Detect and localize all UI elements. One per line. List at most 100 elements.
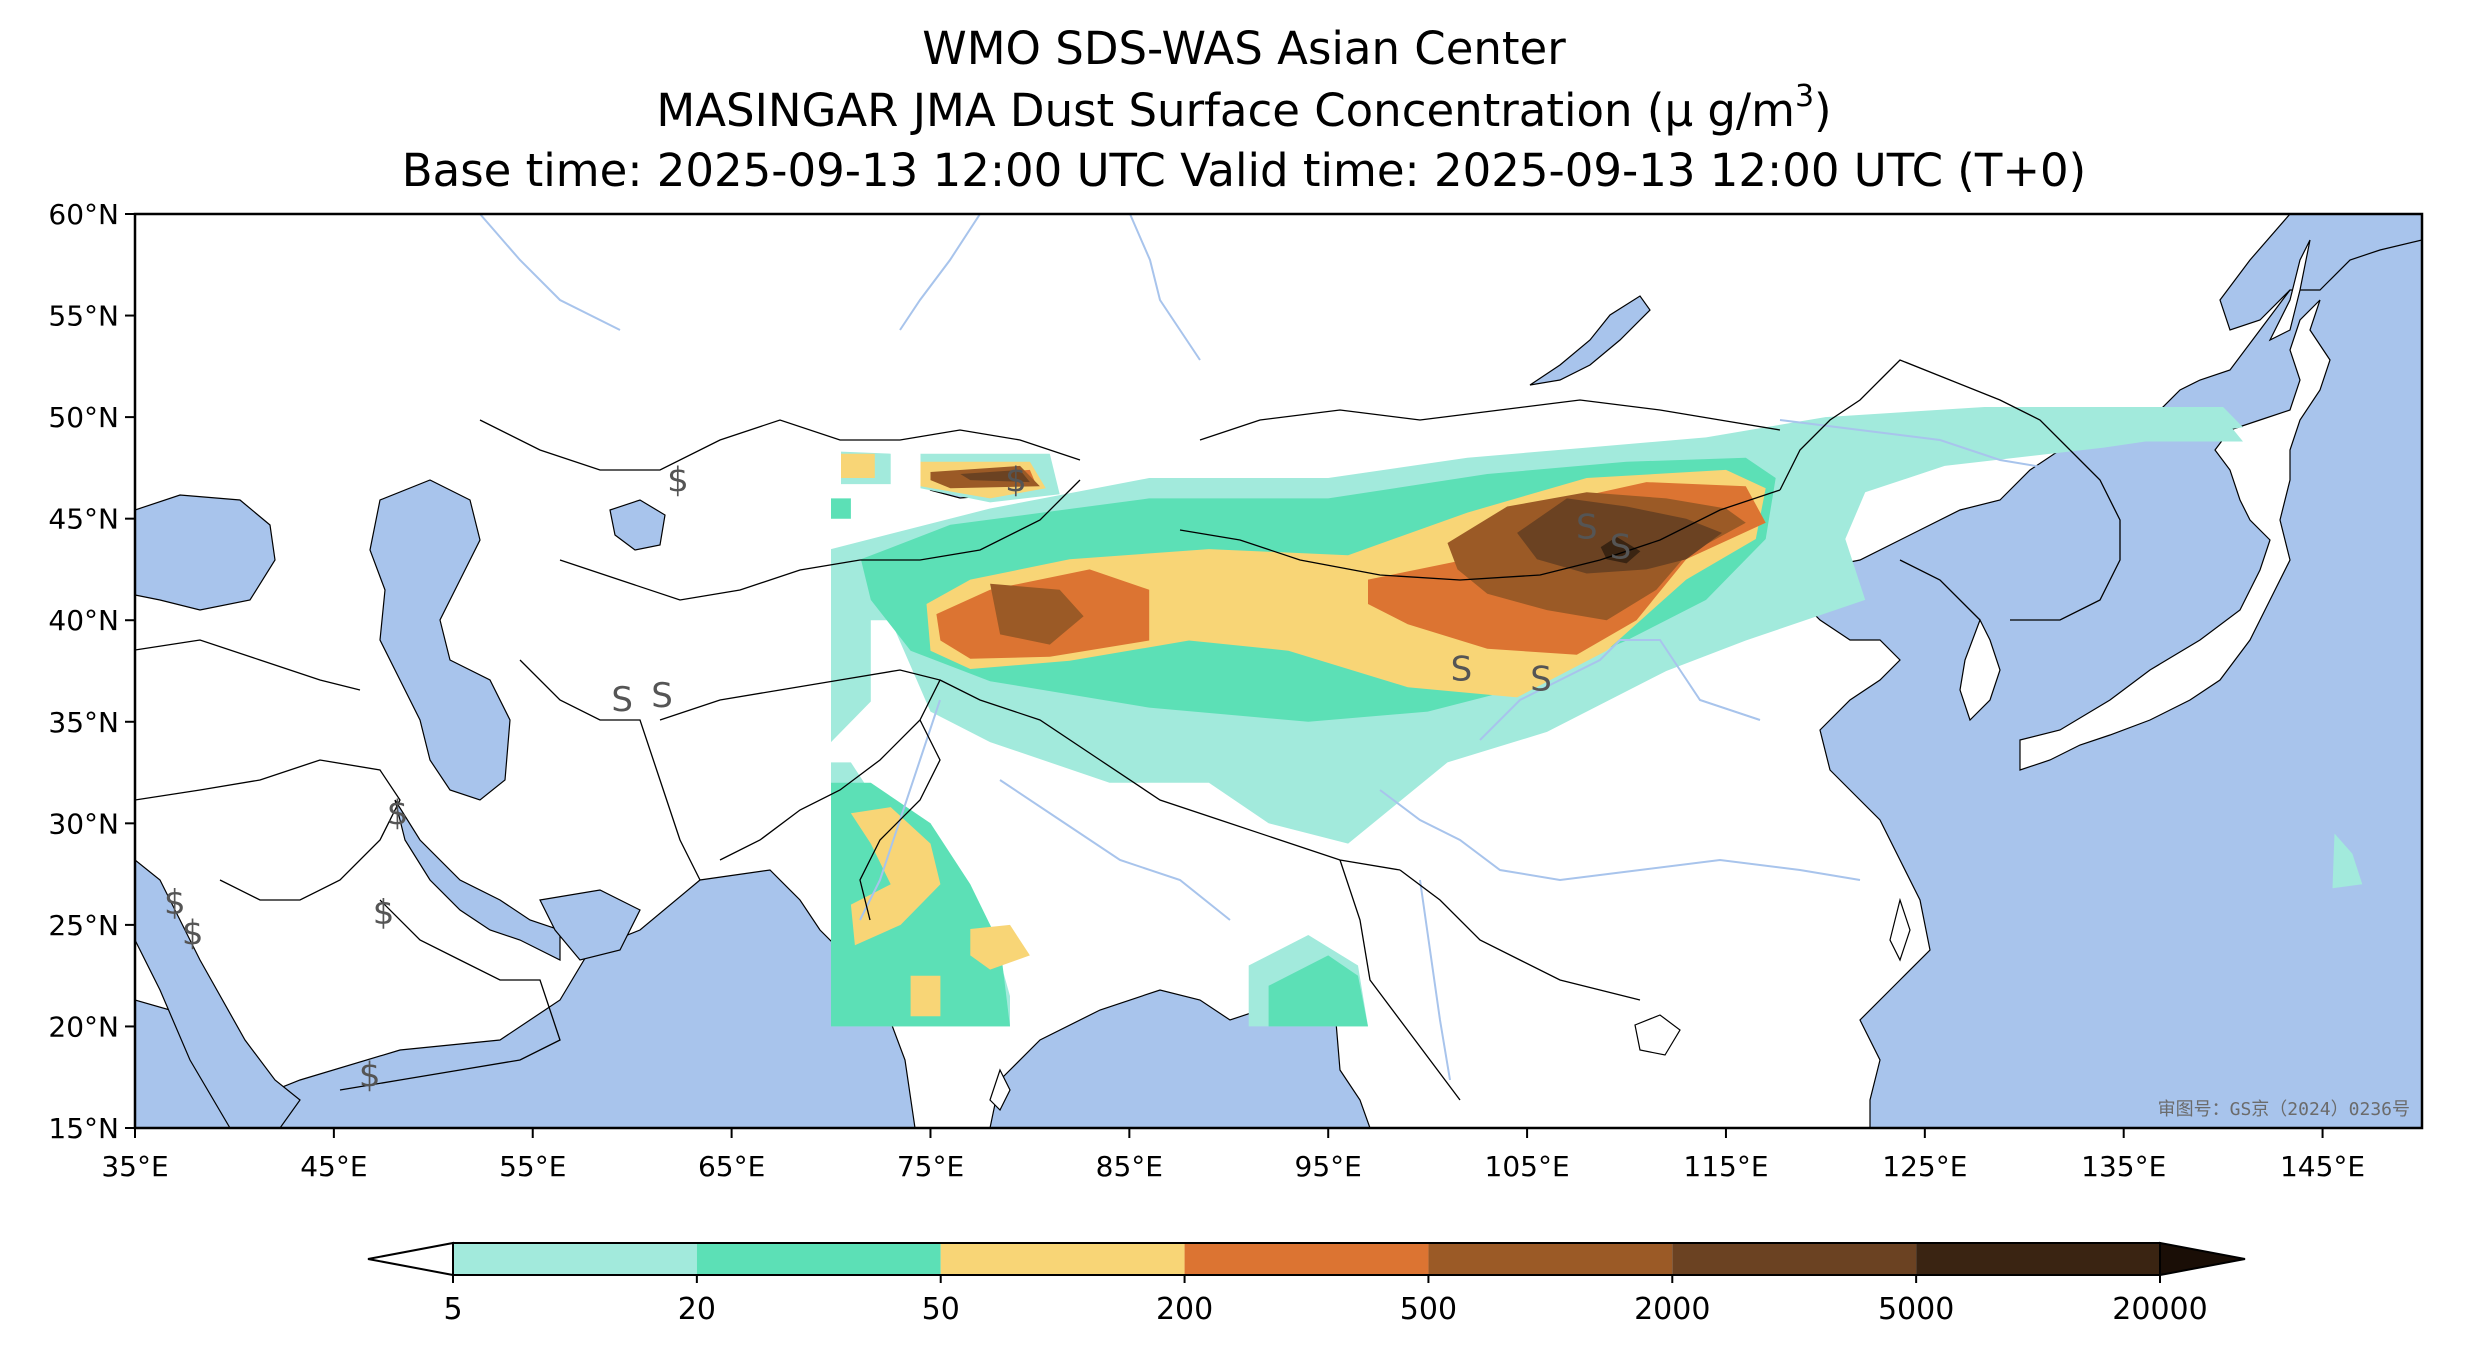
river-yangtze <box>1379 789 1861 882</box>
lat-tick-label: 15°N <box>48 1112 119 1145</box>
lon-tick-label: 65°E <box>698 1150 765 1183</box>
red-sea <box>135 859 301 1128</box>
river-irtysh <box>899 214 981 331</box>
hainan <box>1634 1014 1681 1056</box>
border-turkey <box>135 639 361 691</box>
lon-tick-label: 145°E <box>2280 1150 2365 1183</box>
lon-tick-label: 125°E <box>1882 1150 1967 1183</box>
korea <box>1959 618 2001 722</box>
dust-concentration-layer <box>831 407 2363 1027</box>
lat-tick-label: 50°N <box>48 401 119 434</box>
sea-of-okhotsk <box>2219 214 2422 331</box>
station-marker: $ <box>1005 461 1027 501</box>
dust-area-50-200-5 <box>910 975 941 1017</box>
dust-area-50-200-6 <box>970 924 1030 970</box>
dust-level-2000-5000 <box>960 469 1722 574</box>
colorbar-tick-label: 20000 <box>2112 1292 2207 1327</box>
dust-area-50-200-3 <box>841 453 875 478</box>
colorbar-bin <box>1916 1243 2160 1275</box>
border-southeast-asia <box>1339 859 1461 1101</box>
colorbar-bin <box>1184 1243 1429 1275</box>
colorbar-bin <box>1428 1243 1673 1275</box>
border-arabia-south <box>339 899 561 1091</box>
river-amur <box>1779 419 2061 471</box>
dust-area-5-20-2 <box>831 569 871 743</box>
border-china-mongolia <box>1179 489 1781 581</box>
border-china-north <box>1779 359 2071 491</box>
caspian-sea <box>369 479 511 801</box>
lat-tick-label: 30°N <box>48 807 119 840</box>
colorbar-tick-label: 500 <box>1400 1292 1457 1327</box>
colorbar-bin <box>696 1243 941 1275</box>
lon-tick-label: 75°E <box>897 1150 964 1183</box>
lat-tick-label: 35°N <box>48 706 119 739</box>
lat-tick-label: 45°N <box>48 503 119 536</box>
border-iran-east <box>519 659 701 881</box>
station-marker: S <box>651 676 673 716</box>
colorbar-bin <box>940 1243 1185 1275</box>
border-china-korea <box>1899 559 1981 621</box>
lon-tick-label: 135°E <box>2081 1150 2166 1183</box>
border-afghanistan <box>659 669 941 861</box>
colorbar-bin <box>1672 1243 1917 1275</box>
dust-area-20-50-4 <box>831 498 851 519</box>
station-marker: $ <box>387 794 409 834</box>
colorbar: 5 20 50 200 500 2000 5000 20000 <box>367 1241 2246 1327</box>
border-india-china <box>939 679 1401 871</box>
map-area: SS$$$$$$$S SSS 审图号：GS京（2024）0236号 <box>135 214 2422 1128</box>
river-mekong <box>1419 879 1451 1081</box>
station-marker: S <box>1530 660 1552 700</box>
colorbar-tick-label: 5 <box>443 1292 462 1327</box>
border-china-southeast <box>1399 869 1641 1001</box>
lon-tick-label: 55°E <box>499 1150 566 1183</box>
colorbar-over-arrow <box>2159 1241 2246 1277</box>
gulf-of-oman <box>539 889 641 961</box>
taiwan <box>1889 897 1911 962</box>
sri-lanka <box>989 1068 1011 1112</box>
latitude-axis: 15°N 20°N 25°N 30°N 35°N 40°N 45°N 50°N 55°N 60°N <box>48 198 135 1145</box>
lon-tick-label: 105°E <box>1485 1150 1570 1183</box>
border-russia-mongolia <box>1199 399 1781 441</box>
lon-tick-label: 35°E <box>101 1150 168 1183</box>
sakhalin <box>2268 239 2311 342</box>
station-marker: $ <box>182 914 204 954</box>
station-marker: S <box>1451 650 1473 690</box>
unit-exponent: 3 <box>1794 79 1815 114</box>
lat-tick-label: 20°N <box>48 1010 119 1043</box>
station-marker: $ <box>164 883 186 923</box>
station-marker: S <box>1576 507 1598 547</box>
aral-sea <box>609 499 666 551</box>
station-markers: SS$$$$$$$S SSS <box>164 461 1631 1096</box>
colorbar-tick-label: 20 <box>678 1292 716 1327</box>
colorbar-tick-label: 5000 <box>1878 1292 1954 1327</box>
colorbar-under-arrow <box>367 1241 454 1277</box>
island-layer <box>989 239 2331 1112</box>
figure-title-line2: MASINGAR JMA Dust Surface Concentration … <box>656 79 1832 137</box>
border-middle-east <box>135 759 401 901</box>
figure-title-line1: WMO SDS-WAS Asian Center <box>922 22 1566 75</box>
dust-area-50-200-4 <box>850 807 941 946</box>
colorbar-frame <box>452 1242 2161 1276</box>
lon-tick-label: 45°E <box>300 1150 367 1183</box>
river-ob <box>479 214 621 331</box>
river-yellow <box>1479 639 1761 741</box>
colorbar-bin <box>453 1243 697 1275</box>
colorbar-tick-label: 50 <box>922 1292 960 1327</box>
border-pakistan-india <box>859 719 941 921</box>
station-marker: $ <box>373 893 395 933</box>
dust-area-2000-5000-2 <box>960 469 1030 483</box>
map-frame <box>133 212 2424 1130</box>
dust-area-2000-5000-1 <box>1517 498 1722 574</box>
japan <box>2019 299 2331 771</box>
lon-tick-label: 115°E <box>1683 1150 1768 1183</box>
dust-area-5-20-7 <box>2332 833 2363 889</box>
colorbar-tick-label: 200 <box>1156 1292 1213 1327</box>
dust-area-5-20-8 <box>1885 417 2243 442</box>
border-russia-kazakhstan <box>479 419 1081 471</box>
lat-tick-label: 25°N <box>48 909 119 942</box>
border-china-russia-east <box>2010 449 2121 621</box>
border-layer <box>135 359 2121 1101</box>
longitude-axis: 35°E 45°E 55°E 65°E 75°E 85°E 95°E 105°E 115°E 12… <box>101 1128 2365 1183</box>
persian-gulf <box>394 799 561 961</box>
